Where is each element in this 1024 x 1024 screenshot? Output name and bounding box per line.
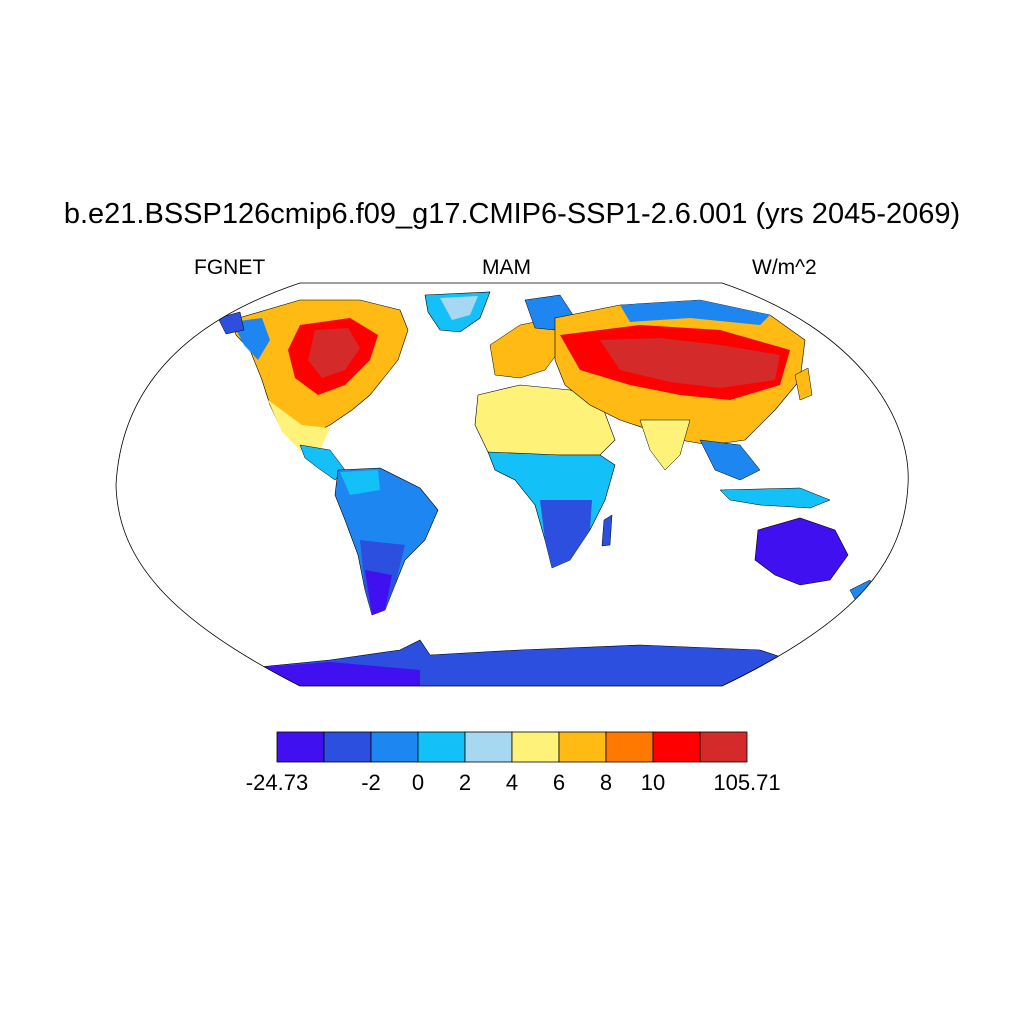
colorbar-tick-label: -24.73 — [245, 770, 309, 795]
colorbar-swatch — [652, 731, 701, 763]
colorbar-tick-label: 0 — [411, 770, 425, 795]
alaska — [217, 311, 245, 335]
units-label: W/m^2 — [752, 256, 817, 279]
asia-very-hot — [600, 338, 780, 388]
greenland-center — [440, 296, 478, 320]
na-south — [268, 400, 330, 450]
colorbar-tick-label: -2 — [361, 770, 381, 795]
colorbar-swatch — [558, 731, 607, 763]
colorbar-swatch — [276, 731, 325, 763]
colorbar-swatch — [464, 731, 513, 763]
colorbar-tick-label: 8 — [599, 770, 613, 795]
colorbar-tick-label: 10 — [640, 770, 666, 795]
colorbar-swatch — [323, 731, 372, 763]
madagascar — [601, 514, 613, 547]
variable-label: FGNET — [194, 256, 266, 279]
india — [639, 419, 691, 471]
australia — [754, 517, 849, 586]
africa-cool — [540, 500, 592, 568]
colorbar-swatch — [370, 731, 419, 763]
colorbar-swatch — [511, 731, 560, 763]
siberia-north — [620, 300, 770, 325]
na-very-hot — [308, 328, 360, 378]
map-boundary — [115, 282, 909, 687]
map-land-layer — [217, 291, 876, 686]
central-america — [299, 444, 346, 481]
plot-title: b.e21.BSSP126cmip6.f09_g17.CMIP6-SSP1-2.… — [63, 198, 961, 230]
colorbar-swatch — [699, 731, 748, 763]
colorbar-tick-label: 6 — [552, 770, 566, 795]
sa-north-light — [340, 470, 380, 495]
colorbar-swatch — [605, 731, 654, 763]
colorbar-tick-label: 105.71 — [713, 770, 781, 795]
colorbar-tick-label: 2 — [458, 770, 472, 795]
europe — [489, 317, 561, 379]
southeast-asia — [699, 439, 761, 481]
indonesia — [719, 487, 831, 509]
sa-tip — [365, 570, 392, 615]
colorbar-tick-label: 4 — [505, 770, 519, 795]
season-label: MAM — [482, 256, 531, 279]
colorbar — [276, 731, 748, 763]
japan — [794, 367, 813, 401]
colorbar-swatch — [417, 731, 466, 763]
